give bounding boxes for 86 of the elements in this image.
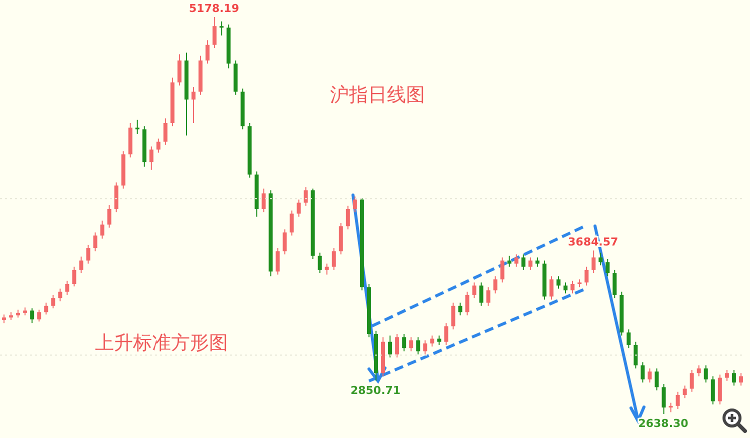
- candlestick: [584, 266, 589, 286]
- candlestick: [100, 220, 104, 240]
- candlestick: [612, 269, 617, 299]
- candlestick: [352, 196, 357, 213]
- candlestick: [65, 280, 70, 296]
- candlestick: [606, 258, 610, 277]
- candlestick: [507, 255, 512, 268]
- candlestick: [304, 186, 308, 206]
- candlestick: [458, 302, 462, 316]
- candlestick: [346, 205, 350, 230]
- candlestick: [690, 369, 694, 392]
- candlestick: [423, 340, 428, 355]
- candlestick: [332, 248, 336, 270]
- candlestick: [626, 328, 631, 349]
- candlestick: [107, 204, 112, 228]
- candlestick: [220, 20, 224, 36]
- candlestick: [318, 252, 322, 274]
- candlestick: [163, 118, 168, 146]
- candlestick: [156, 138, 160, 154]
- candlestick: [549, 276, 554, 300]
- candlestick: [592, 250, 596, 274]
- candlestick: [58, 288, 62, 302]
- annotation: 2638.30: [638, 417, 689, 430]
- candlestick: [710, 376, 715, 405]
- candlestick: [430, 335, 434, 348]
- candlestick: [114, 182, 118, 213]
- candlestick: [212, 17, 217, 48]
- candlestick: [51, 294, 56, 309]
- candlestick: [535, 256, 540, 268]
- candlestick: [676, 391, 680, 410]
- candlestick: [500, 256, 504, 283]
- candlestick: [416, 336, 420, 355]
- candlestick: [718, 374, 722, 405]
- candlestick: [640, 362, 645, 383]
- candlestick: [437, 335, 442, 346]
- text: 沪指日线图: [330, 83, 425, 108]
- candlestick: [662, 384, 666, 414]
- candlestick: [634, 341, 638, 369]
- candlestick: [479, 282, 484, 306]
- candlestick: [724, 369, 729, 382]
- candlestick: [521, 254, 526, 270]
- candlestick: [648, 368, 652, 383]
- annotation: 上升标准方形图: [95, 331, 228, 356]
- candlestick: [465, 291, 470, 316]
- candlestick: [37, 309, 42, 322]
- candlestick: [262, 188, 266, 213]
- candlestick: [296, 199, 301, 218]
- candlestick: [72, 266, 76, 287]
- candlestick: [682, 385, 687, 399]
- candlestick: [570, 280, 575, 294]
- candlestick: [276, 248, 280, 276]
- candlestick: [206, 40, 210, 64]
- candlestick: [402, 334, 406, 352]
- candlestick: [79, 256, 84, 274]
- candlestick: [732, 369, 736, 386]
- annotation: 2850.71: [350, 384, 401, 397]
- candlestick: [696, 364, 701, 377]
- candlestick: [668, 402, 673, 413]
- candlestick: [86, 244, 90, 264]
- candlestick: [654, 368, 659, 391]
- candlestick: [451, 302, 456, 330]
- candlestick: [486, 286, 490, 306]
- candlestick: [395, 334, 400, 358]
- candlestick: [514, 254, 518, 268]
- candlestick: [135, 119, 140, 134]
- candlestick: [388, 335, 392, 358]
- candlestick: [93, 232, 98, 252]
- candlestick: [444, 322, 448, 346]
- candlestick: [738, 372, 743, 386]
- candlestick: [149, 146, 154, 170]
- candlestick: [556, 276, 560, 290]
- candlestick: [30, 308, 34, 324]
- candlestick: [564, 282, 568, 294]
- candlestick: [192, 86, 196, 124]
- candlestick: [493, 276, 498, 294]
- candlestick: [44, 302, 48, 315]
- candlestick: [472, 282, 476, 299]
- candlestick: [282, 228, 287, 255]
- annotation: 5178.19: [189, 2, 240, 15]
- candlestick: [528, 256, 532, 270]
- candlestick: [598, 252, 603, 266]
- candlestick: [324, 263, 329, 276]
- candlestick: [177, 54, 182, 86]
- candlestick: [409, 336, 414, 352]
- candlestick: [704, 364, 708, 383]
- candlestick: [290, 210, 294, 236]
